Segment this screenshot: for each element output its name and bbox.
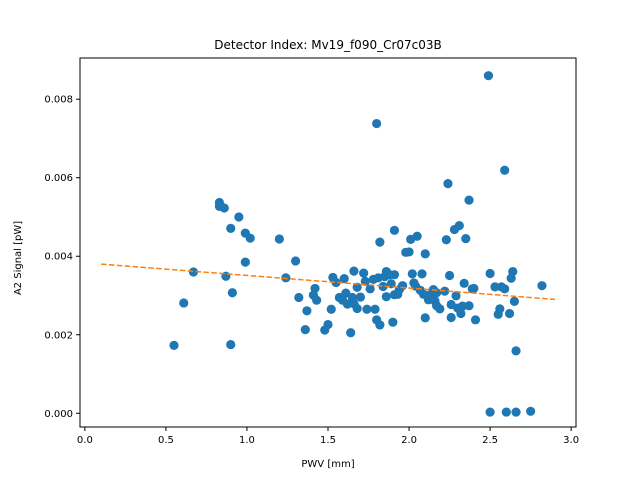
- scatter-point: [294, 292, 304, 303]
- scatter-point: [459, 278, 469, 288]
- x-tick-label: 2.0: [401, 435, 417, 446]
- scatter-point: [310, 283, 320, 294]
- scatter-point: [375, 320, 385, 330]
- scatter-point: [365, 284, 375, 294]
- scatter-point: [339, 274, 349, 284]
- scatter-point: [389, 270, 400, 280]
- scatter-point: [323, 319, 333, 330]
- plot-area: [101, 71, 555, 417]
- scatter-point: [435, 304, 445, 314]
- scatter-point: [360, 276, 370, 286]
- y-axis-label: A2 Signal [pW]: [13, 221, 24, 295]
- scatter-point: [464, 195, 474, 205]
- scatter-point: [461, 233, 471, 244]
- scatter-point: [397, 281, 408, 291]
- y-tick-label: 0.008: [44, 95, 73, 106]
- scatter-point: [359, 268, 369, 278]
- x-tick-label: 2.5: [482, 435, 498, 446]
- scatter-point: [485, 268, 495, 279]
- scatter-point: [501, 407, 511, 417]
- scatter-point: [511, 346, 521, 356]
- fit-line: [101, 263, 555, 301]
- scatter-point: [500, 165, 510, 175]
- chart-title: Detector Index: Mv19_f090_Cr07c03B: [214, 38, 442, 52]
- scatter-point: [352, 303, 362, 314]
- scatter-point: [454, 221, 464, 231]
- scatter-point: [446, 312, 456, 323]
- scatter-point: [370, 304, 380, 314]
- scatter-point: [470, 315, 481, 325]
- scatter-point: [341, 288, 351, 298]
- scatter-point: [227, 288, 237, 298]
- scatter-point: [240, 257, 250, 267]
- scatter-point: [290, 256, 301, 266]
- scatter-point: [326, 304, 336, 314]
- scatter-point: [495, 304, 505, 314]
- scatter-point: [302, 306, 312, 316]
- scatter-point: [381, 292, 391, 302]
- axes-frame: [79, 57, 577, 428]
- scatter-point: [443, 179, 453, 189]
- scatter-point: [245, 233, 255, 243]
- scatter-point: [441, 235, 451, 245]
- scatter-point: [500, 284, 510, 294]
- scatter-point: [417, 269, 427, 279]
- scatter-point: [420, 249, 430, 259]
- x-tick-label: 1.5: [320, 435, 336, 446]
- scatter-point: [526, 406, 536, 416]
- y-tick-label: 0.004: [44, 252, 73, 263]
- scatter-point: [378, 281, 388, 292]
- scatter-point: [219, 203, 229, 213]
- scatter-point: [388, 317, 398, 327]
- scatter-point: [312, 295, 322, 305]
- x-axis-label: PWV [mm]: [301, 459, 354, 470]
- scatter-point: [179, 298, 189, 308]
- y-tick-label: 0.000: [44, 409, 73, 420]
- y-axis: 0.000 0.002 0.004 0.006 0.008: [44, 95, 80, 420]
- scatter-point: [412, 231, 422, 241]
- scatter-point: [504, 308, 515, 319]
- x-tick-label: 3.0: [563, 435, 579, 446]
- scatter-point: [456, 308, 466, 319]
- scatter-point: [508, 266, 518, 277]
- scatter-point: [352, 282, 362, 292]
- scatter-point: [234, 212, 244, 222]
- scatter-point: [300, 325, 310, 335]
- scatter-point: [464, 301, 474, 311]
- x-tick-label: 0.5: [158, 435, 174, 446]
- scatter-point: [420, 313, 430, 323]
- scatter-point: [509, 296, 520, 306]
- scatter-point: [469, 283, 479, 294]
- scatter-point: [389, 225, 400, 235]
- scatter-point: [346, 328, 356, 338]
- scatter-point: [483, 71, 494, 81]
- x-axis: 0.0 0.5 1.0 1.5 2.0 2.5 3.0: [77, 427, 579, 446]
- x-tick-label: 0.0: [77, 435, 93, 446]
- scatter-point: [490, 282, 500, 292]
- scatter-point: [407, 269, 417, 279]
- scatter-point: [485, 407, 495, 417]
- x-tick-label: 1.0: [239, 435, 255, 446]
- scatter-point: [362, 304, 372, 314]
- scatter-point: [169, 340, 179, 350]
- scatter-point: [349, 266, 359, 276]
- scatter-point: [188, 267, 199, 277]
- y-tick-label: 0.002: [44, 330, 73, 341]
- scatter-point: [511, 407, 521, 417]
- scatter-point: [372, 118, 382, 129]
- y-tick-label: 0.006: [44, 173, 73, 184]
- scatter-point: [331, 277, 341, 288]
- scatter-point: [274, 234, 284, 244]
- scatter-point: [226, 339, 236, 350]
- scatter-point: [355, 292, 366, 302]
- scatter-point: [375, 237, 385, 247]
- scatter-point: [226, 223, 236, 233]
- scatter-point: [444, 270, 455, 281]
- scatter-point: [451, 291, 461, 301]
- scatter-point: [537, 281, 547, 291]
- scatter-point: [404, 247, 414, 257]
